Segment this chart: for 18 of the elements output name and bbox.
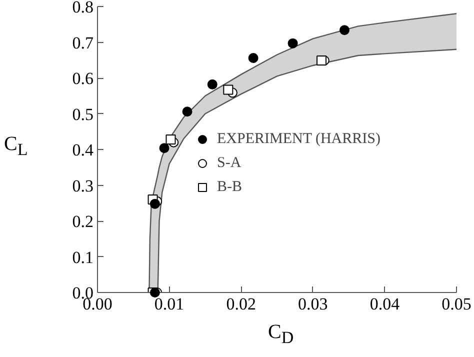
y-tick-label: 0.7 xyxy=(72,33,94,52)
x-tick-label: 0.03 xyxy=(298,294,328,314)
y-tick-label: 0.3 xyxy=(72,176,94,196)
y-tick-label: 0.4 xyxy=(72,140,94,160)
y-tick-label: 0.6 xyxy=(72,69,94,88)
legend-label: S-A xyxy=(217,154,242,172)
y-axis-title: C$_{L}$ xyxy=(4,132,28,161)
x-tick-label: 0.01 xyxy=(154,294,184,314)
x-tick-label: 0.02 xyxy=(226,294,256,314)
y-tick-label: 0.8 xyxy=(72,0,94,16)
y-tick-label: 0.2 xyxy=(72,212,94,231)
legend-label: EXPERIMENT (HARRIS) xyxy=(217,130,380,148)
x-tick-label: 0.04 xyxy=(370,294,400,314)
x-axis-title: C$_{D}$ xyxy=(268,320,294,349)
y-tick-label: 0.5 xyxy=(72,104,94,124)
x-tick-label: 0.05 xyxy=(442,294,472,314)
y-tick-label: 0.1 xyxy=(72,248,94,267)
legend-label: B-B xyxy=(217,178,242,196)
